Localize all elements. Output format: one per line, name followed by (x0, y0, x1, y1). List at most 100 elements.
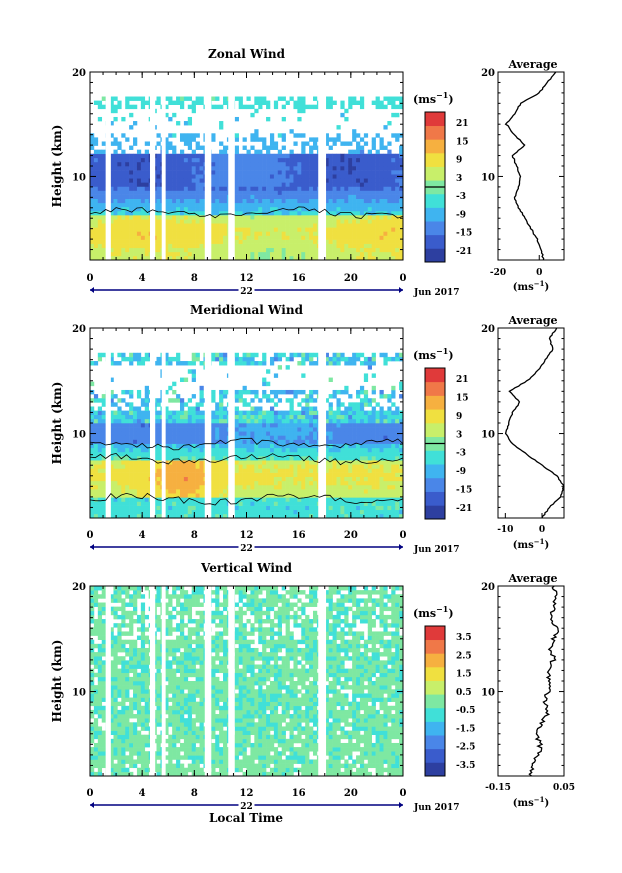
heatmap-cell (371, 255, 376, 260)
heatmap-cell (223, 247, 228, 253)
heatmap-cell (250, 182, 255, 187)
heatmap-cell (258, 468, 263, 473)
heatmap-cell (211, 170, 216, 175)
heatmap-cell (383, 215, 388, 220)
heatmap-cell (383, 501, 388, 506)
heatmap-cell (195, 202, 200, 208)
heatmap-cell (164, 255, 169, 260)
heatmap (90, 72, 403, 260)
heatmap-cell (187, 443, 193, 449)
heatmap-cell (250, 456, 255, 461)
heatmap-cell (101, 243, 106, 249)
heatmap-cell (348, 509, 353, 515)
heatmap-cell (269, 410, 275, 416)
heatmap-cell (172, 206, 177, 212)
heatmap-cell (97, 439, 103, 444)
heatmap-cell (234, 423, 239, 428)
heatmap-cell (262, 377, 267, 382)
heatmap-cell (266, 219, 271, 224)
heatmap-cell (93, 100, 99, 105)
heatmap-cell (285, 468, 290, 473)
heatmap-cell (90, 206, 95, 212)
heatmap-cell (125, 501, 130, 506)
heatmap-cell (301, 149, 306, 155)
heatmap-cell (363, 206, 369, 212)
heatmap-cell (305, 472, 310, 477)
heatmap-cell (191, 493, 196, 498)
heatmap-cell (313, 447, 318, 453)
heatmap-cell (254, 235, 259, 240)
heatmap-cell (277, 352, 283, 358)
heatmap-cell (242, 427, 247, 432)
heatmap-cell (187, 505, 193, 511)
heatmap-cell (117, 451, 122, 457)
heatmap-cell (176, 161, 181, 167)
heatmap-cell (395, 190, 400, 195)
heatmap-cell (313, 484, 318, 490)
heatmap-cell (211, 186, 216, 191)
heatmap-cell (250, 145, 255, 150)
heatmap-cell (164, 484, 169, 490)
heatmap-cell (250, 435, 255, 440)
heatmap-cell (379, 182, 384, 187)
heatmap-cell (234, 493, 239, 498)
heatmap-cell (309, 157, 314, 163)
heatmap-cell (340, 493, 345, 498)
heatmap-cell (344, 356, 349, 362)
heatmap-cell (289, 460, 294, 465)
heatmap-cell (281, 166, 286, 171)
heatmap-cell (359, 223, 365, 228)
heatmap-cell (156, 443, 161, 449)
heatmap-cell (219, 414, 224, 420)
heatmap-cell (234, 206, 239, 212)
heatmap-cell (352, 423, 357, 428)
heatmap-cell (172, 460, 177, 465)
heatmap-cell (289, 418, 294, 424)
heatmap-cell (254, 202, 259, 208)
heatmap-cell (113, 251, 118, 257)
heatmap-cell (250, 190, 255, 195)
heatmap-cell (199, 414, 204, 420)
heatmap-cell (199, 476, 204, 482)
heatmap-cell (375, 489, 380, 494)
heatmap-cell (234, 198, 239, 204)
heatmap-cell (168, 468, 173, 473)
heatmap-cell (223, 170, 228, 175)
heatmap-cell (340, 509, 345, 515)
heatmap-cell (179, 398, 185, 403)
heatmap-cell (156, 493, 161, 498)
heatmap-cell (281, 513, 286, 518)
heatmap-cell (262, 505, 267, 511)
heatmap-cell (199, 223, 204, 228)
heatmap-cell (223, 484, 228, 490)
heatmap-cell (332, 247, 337, 253)
heatmap-cell (109, 414, 114, 420)
heatmap-cell (277, 243, 283, 249)
heatmap-cell (242, 480, 247, 486)
heatmap-cell (219, 178, 224, 183)
heatmap-cell (258, 484, 263, 490)
heatmap-cell (324, 255, 329, 260)
heatmap-cell (363, 398, 369, 403)
heatmap-cell (109, 202, 114, 208)
heatmap-cell (285, 202, 290, 208)
heatmap-cell (242, 186, 247, 191)
heatmap-cell (281, 145, 286, 150)
heatmap-cell (313, 202, 318, 208)
heatmap-cell (344, 170, 349, 175)
heatmap-cell (297, 153, 302, 159)
heatmap-cell (328, 402, 333, 407)
heatmap-cell (254, 414, 259, 420)
heatmap-cell (379, 389, 384, 395)
heatmap-cell (273, 513, 279, 518)
heatmap-cell (254, 484, 259, 490)
heatmap-cell (305, 170, 310, 175)
heatmap-cell (117, 435, 122, 440)
heatmap-cell (399, 145, 403, 150)
heatmap-cell (309, 170, 314, 175)
heatmap-cell (348, 480, 353, 486)
heatmap-cell (117, 427, 122, 432)
heatmap-cell (297, 231, 302, 236)
heatmap-cell (340, 157, 345, 163)
average-unit: (ms−1) (513, 279, 549, 293)
